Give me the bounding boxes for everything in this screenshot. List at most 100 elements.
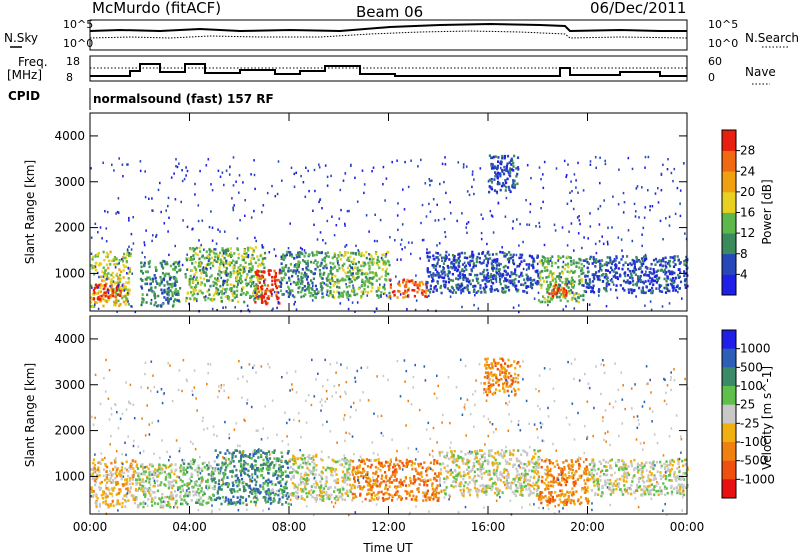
- power-cell: [559, 299, 562, 302]
- power-cell: [671, 256, 674, 259]
- power-cell: [292, 280, 295, 284]
- velocity-cell: [144, 495, 147, 499]
- velocity-cell: [217, 467, 220, 471]
- power-cell: [113, 169, 115, 172]
- velocity-cell: [370, 463, 373, 467]
- power-cell: [163, 273, 166, 276]
- velocity-cell: [131, 478, 134, 481]
- power-cell: [167, 196, 170, 200]
- power-cell: [374, 213, 376, 216]
- velocity-cell: [143, 502, 146, 505]
- power-cell: [94, 261, 97, 265]
- power-cell: [174, 244, 176, 248]
- power-cell: [496, 167, 498, 171]
- power-cell: [250, 216, 253, 219]
- power-cell: [100, 294, 103, 298]
- velocity-cell: [191, 461, 194, 464]
- power-cell: [340, 208, 342, 212]
- velocity-cell: [91, 472, 94, 476]
- velocity-cell: [343, 478, 346, 482]
- velocity-cell: [169, 480, 172, 484]
- power-cell: [683, 279, 687, 283]
- power-cell: [194, 278, 197, 281]
- power-cell: [562, 260, 565, 264]
- power-cell: [512, 162, 515, 165]
- velocity-cell: [290, 478, 293, 481]
- power-cell: [429, 287, 432, 291]
- velocity-cell: [159, 483, 162, 487]
- velocity-cell: [140, 487, 143, 490]
- power-cell: [429, 210, 432, 213]
- velocity-cell: [253, 489, 257, 492]
- power-cell: [431, 274, 434, 278]
- power-cell: [354, 176, 356, 179]
- power-cell: [475, 257, 478, 261]
- power-cell: [250, 257, 253, 260]
- power-cell: [451, 279, 455, 282]
- power-cell: [584, 278, 587, 282]
- velocity-cell: [179, 466, 182, 470]
- power-cell: [234, 306, 236, 309]
- power-cell: [186, 169, 189, 173]
- power-cell: [123, 289, 126, 292]
- power-cell: [223, 292, 226, 295]
- velocity-cell: [176, 475, 179, 479]
- velocity-cell: [181, 480, 184, 483]
- velocity-cell: [320, 491, 323, 495]
- velocity-cell: [208, 484, 211, 488]
- velocity-cell: [374, 465, 377, 469]
- power-cell: [119, 294, 122, 297]
- velocity-cell: [251, 473, 254, 476]
- power-cell: [344, 224, 346, 227]
- velocity-cell: [156, 479, 159, 483]
- power-cell: [648, 282, 652, 286]
- power-cell: [413, 283, 416, 287]
- power-cell: [203, 296, 206, 299]
- velocity-cell: [234, 474, 237, 478]
- power-cell: [185, 258, 189, 262]
- power-cell: [339, 258, 342, 261]
- power-cell: [627, 229, 630, 232]
- power-cell: [122, 285, 125, 288]
- power-cell: [589, 163, 592, 166]
- power-cell: [497, 201, 500, 205]
- power-cell: [329, 269, 332, 273]
- power-cell: [591, 262, 594, 265]
- power-cell: [303, 271, 307, 275]
- velocity-cell: [351, 492, 354, 496]
- power-cell: [224, 270, 227, 273]
- power-cell: [613, 274, 617, 277]
- power-cell: [497, 156, 500, 159]
- velocity-cell: [221, 495, 225, 499]
- power-cell: [195, 276, 198, 279]
- power-cell: [554, 290, 557, 294]
- velocity-cell: [388, 477, 391, 480]
- velocity-cell: [240, 474, 243, 477]
- power-cell: [218, 266, 221, 269]
- power-cell: [215, 278, 218, 281]
- power-cell: [326, 219, 329, 223]
- power-cell: [577, 293, 581, 296]
- velocity-cell: [125, 487, 128, 491]
- power-cell: [225, 259, 227, 262]
- velocity-cell: [346, 468, 349, 471]
- power-cell: [273, 290, 276, 294]
- power-cell: [169, 289, 172, 292]
- power-cell: [569, 256, 572, 260]
- power-cell: [263, 251, 267, 255]
- power-cell: [349, 277, 351, 281]
- power-cell: [385, 278, 388, 282]
- power-cell: [170, 276, 173, 279]
- power-cell: [410, 252, 412, 256]
- power-cell: [210, 256, 214, 260]
- power-cell: [229, 283, 232, 286]
- velocity-cell: [274, 473, 277, 476]
- velocity-cell: [266, 482, 270, 485]
- power-cell: [161, 271, 165, 275]
- power-cell: [531, 283, 534, 286]
- velocity-cell: [227, 499, 230, 502]
- velocity-region: [289, 453, 354, 502]
- velocity-cell: [341, 486, 344, 489]
- power-cell: [121, 163, 124, 166]
- power-cell: [148, 265, 151, 269]
